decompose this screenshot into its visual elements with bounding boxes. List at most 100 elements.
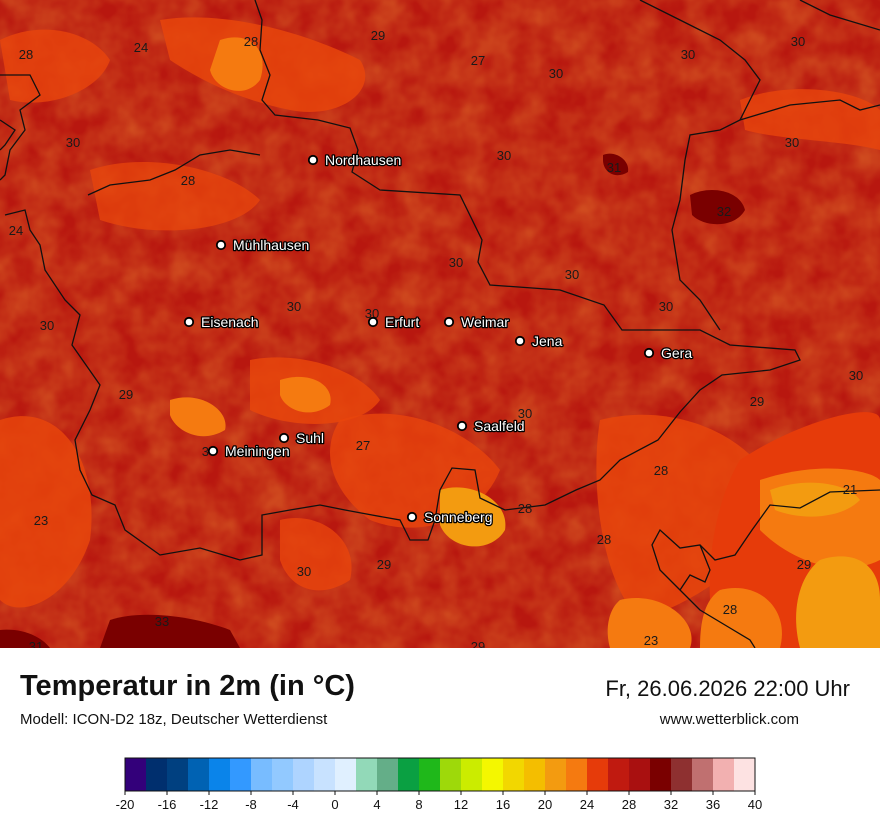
city-dot	[367, 316, 379, 328]
city-label: Gera	[661, 345, 692, 361]
temperature-value-label: 30	[365, 306, 379, 321]
city-marker: Nordhausen	[307, 151, 403, 169]
legend-swatch	[629, 758, 651, 791]
website-link[interactable]: www.wetterblick.com	[659, 711, 799, 728]
city-label: Suhl	[296, 430, 324, 446]
legend-swatch	[545, 758, 567, 791]
legend-swatch	[293, 758, 315, 791]
legend-swatch	[335, 758, 357, 791]
temperature-value-label: 27	[356, 438, 370, 453]
city-dot	[514, 335, 526, 347]
temperature-value-label: 30	[40, 318, 54, 333]
city-label: Meiningen	[225, 443, 290, 459]
legend-swatch	[314, 758, 336, 791]
temperature-value-label: 30	[791, 34, 805, 49]
legend-tick-label: -4	[287, 797, 299, 812]
model-source: Modell: ICON-D2 18z, Deutscher Wetterdie…	[20, 711, 328, 728]
legend-tick-label: 8	[415, 797, 422, 812]
legend-frame	[124, 757, 756, 792]
temperature-value-label: 30	[681, 47, 695, 62]
legend-swatch	[209, 758, 231, 791]
city-markers: Nordhausen Mühlhausen Eisenach Erfurt Weimar…	[183, 151, 694, 526]
temperature-value-label: 29	[377, 557, 391, 572]
legend-tick-label: -8	[245, 797, 257, 812]
city-label: Erfurt	[385, 314, 419, 330]
map-title: Temperatur in 2m (in °C)	[20, 670, 355, 702]
temperature-value-label: 30	[497, 148, 511, 163]
legend-tick-label: -20	[116, 797, 135, 812]
temperature-value-label: 30	[297, 564, 311, 579]
legend-swatch	[230, 758, 252, 791]
legend-swatches	[125, 758, 756, 791]
legend-swatch	[503, 758, 525, 791]
temperature-value-label: 30	[785, 135, 799, 150]
legend-tick-label: 12	[454, 797, 468, 812]
legend-swatch	[524, 758, 546, 791]
temperature-value-label: 30	[66, 135, 80, 150]
legend-swatch	[566, 758, 588, 791]
legend-swatch	[146, 758, 168, 791]
city-label: Sonneberg	[424, 509, 493, 525]
temperature-value-label: 30	[549, 66, 563, 81]
legend-swatch	[272, 758, 294, 791]
temperature-value-label: 30	[287, 299, 301, 314]
legend-swatch	[482, 758, 504, 791]
temperature-value-label: 30	[449, 255, 463, 270]
temperature-value-label: 28	[518, 501, 532, 516]
city-dot	[307, 154, 319, 166]
legend-swatch	[440, 758, 462, 791]
city-marker: Meiningen	[207, 442, 291, 460]
legend-swatch	[398, 758, 420, 791]
city-marker: Jena	[514, 332, 564, 350]
temperature-value-label: 21	[843, 482, 857, 497]
temperature-value-label: 28	[244, 34, 258, 49]
temperature-value-label: 28	[654, 463, 668, 478]
temperature-value-label: 23	[644, 633, 658, 648]
legend-tick-label: 36	[706, 797, 720, 812]
city-dot	[406, 511, 418, 523]
city-label: Jena	[532, 333, 563, 349]
city-label: Weimar	[461, 314, 509, 330]
city-dot	[183, 316, 195, 328]
temperature-value-label: 29	[797, 557, 811, 572]
legend-swatch	[125, 758, 147, 791]
city-marker: Eisenach	[183, 313, 260, 331]
city-dot	[215, 239, 227, 251]
legend-tick-label: 40	[748, 797, 762, 812]
legend-tick-label: 28	[622, 797, 636, 812]
legend-swatch	[461, 758, 483, 791]
city-marker: Mühlhausen	[215, 236, 311, 254]
legend-swatch	[167, 758, 189, 791]
temperature-field	[0, 0, 880, 648]
legend-swatch	[650, 758, 672, 791]
temperature-value-label: 30	[565, 267, 579, 282]
legend-swatch	[587, 758, 609, 791]
legend-swatch	[419, 758, 441, 791]
legend-swatch	[356, 758, 378, 791]
city-dot	[456, 420, 468, 432]
temperature-value-labels: 28 24 28 29 27 30 30 30 30 28 30 31 30 32 24 30 30 30 30 30…	[9, 28, 863, 648]
city-marker: Weimar	[443, 313, 511, 331]
city-label: Saalfeld	[474, 418, 525, 434]
city-marker: Suhl	[278, 429, 325, 447]
legend-tick-label: 32	[664, 797, 678, 812]
color-scale-legend: -20 -16 -12 -8 -4 0 4 8 12 16 20 24 28 32 36 40	[116, 757, 762, 812]
legend-swatch	[251, 758, 273, 791]
temperature-value-label: 32	[717, 204, 731, 219]
city-label: Mühlhausen	[233, 237, 309, 253]
legend-tick-label: 0	[331, 797, 338, 812]
temperature-value-label: 31	[607, 160, 621, 175]
temperature-value-label: 29	[750, 394, 764, 409]
legend-tick-label: 20	[538, 797, 552, 812]
legend-swatch	[734, 758, 756, 791]
legend-swatch	[692, 758, 714, 791]
legend-swatch	[608, 758, 630, 791]
temperature-value-label: 30	[849, 368, 863, 383]
city-dot	[207, 445, 219, 457]
temperature-map: 28 24 28 29 27 30 30 30 30 28 30 31 30 32 24 30 30 30 30 30…	[0, 0, 880, 648]
temperature-value-label: 31	[29, 639, 43, 648]
temperature-value-label: 29	[371, 28, 385, 43]
temperature-value-label: 27	[471, 53, 485, 68]
legend-ticks: -20 -16 -12 -8 -4 0 4 8 12 16 20 24 28 32 36 40	[116, 791, 762, 812]
legend-swatch	[377, 758, 399, 791]
